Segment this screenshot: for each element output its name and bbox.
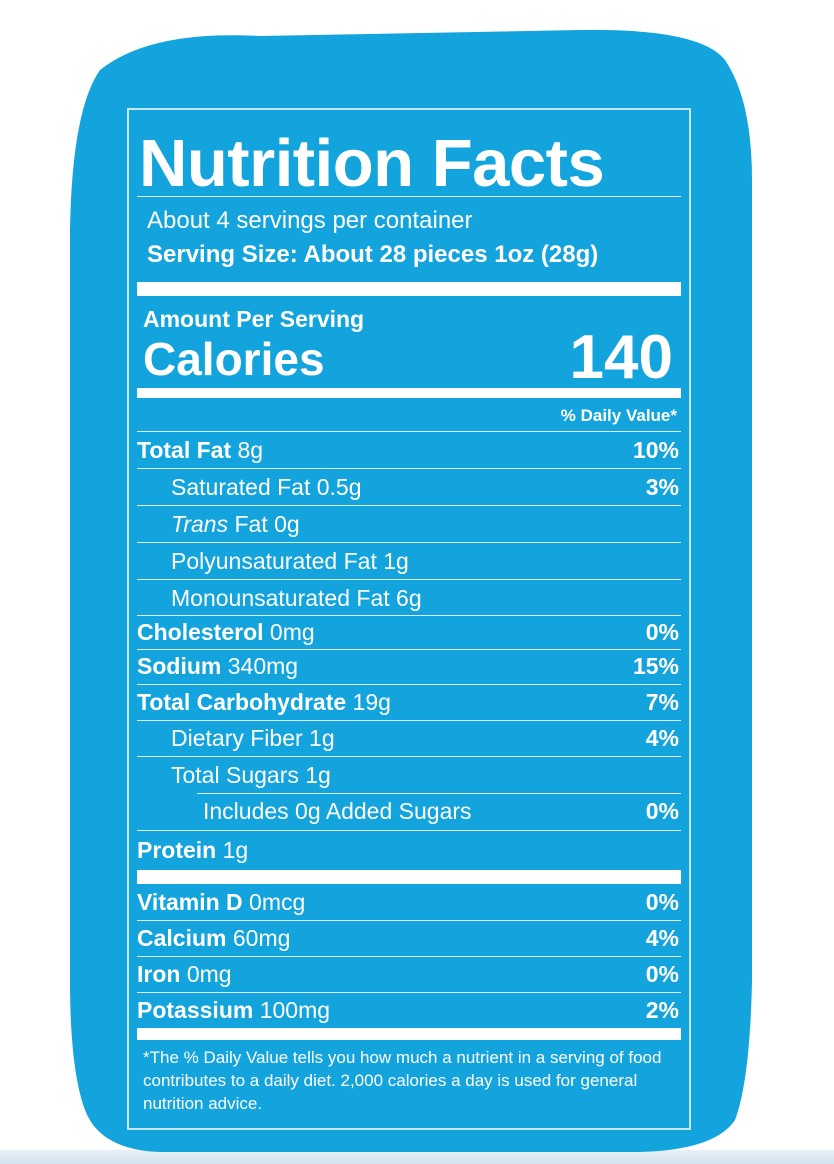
nutrient-name: Total Fat 8g (137, 437, 264, 463)
nutrient-row-protein: Protein 1g (137, 833, 681, 867)
divider (137, 468, 681, 469)
nutrient-percent: 4% (645, 725, 679, 751)
nutrient-name: Dietary Fiber 1g (171, 725, 335, 751)
nutrient-name: Polyunsaturated Fat 1g (171, 548, 409, 574)
nutrient-name: Total Sugars 1g (171, 762, 331, 788)
nutrition-label: Nutrition Facts About 4 servings per con… (127, 108, 691, 1130)
amount-per-serving: Amount Per Serving (143, 306, 365, 332)
divider (137, 505, 681, 506)
nutrient-row-saturated-fat: Saturated Fat 0.5g 3% (137, 470, 681, 504)
divider (137, 542, 681, 543)
nutrient-percent: 2% (645, 997, 679, 1023)
bottom-strip (0, 1150, 834, 1164)
divider-thick (137, 1028, 681, 1040)
label-title: Nutrition Facts (139, 126, 605, 201)
nutrient-name: Monounsaturated Fat 6g (171, 585, 422, 611)
divider (197, 793, 681, 794)
nutrient-name: Calcium 60mg (137, 925, 291, 951)
nutrient-percent: 7% (645, 689, 679, 715)
divider (137, 956, 681, 957)
nutrient-percent: 4% (645, 925, 679, 951)
nutrient-row-total-fat: Total Fat 8g 10% (137, 433, 681, 467)
divider (137, 720, 681, 721)
divider (137, 756, 681, 757)
nutrient-row-polyunsaturated-fat: Polyunsaturated Fat 1g (137, 544, 681, 578)
nutrient-row-total-sugars: Total Sugars 1g (137, 758, 681, 792)
calories-value: 140 (569, 323, 673, 392)
divider (137, 920, 681, 921)
nutrient-name: Saturated Fat 0.5g (171, 474, 362, 500)
nutrient-row-dietary-fiber: Dietary Fiber 1g 4% (137, 721, 681, 755)
vitamin-row-calcium: Calcium 60mg 4% (137, 921, 681, 955)
divider-thick (137, 870, 681, 884)
nutrient-name: Vitamin D 0mcg (137, 889, 306, 915)
divider (137, 579, 681, 580)
divider (137, 992, 681, 993)
divider (137, 684, 681, 685)
nutrient-percent: 3% (645, 474, 679, 500)
divider (137, 830, 681, 831)
nutrient-name: Iron 0mg (137, 961, 232, 987)
daily-value-footnote: *The % Daily Value tells you how much a … (143, 1048, 662, 1113)
nutrient-row-monounsaturated-fat: Monounsaturated Fat 6g (137, 581, 681, 615)
nutrient-name: Trans Fat 0g (171, 511, 300, 537)
nutrient-row-added-sugars: Includes 0g Added Sugars 0% (137, 794, 681, 828)
daily-value-header: % Daily Value* (560, 406, 677, 425)
label-inner: Nutrition Facts About 4 servings per con… (137, 110, 681, 1132)
nutrient-percent: 0% (645, 798, 679, 824)
nutrient-percent: 0% (645, 961, 679, 987)
calories-label: Calories (143, 333, 325, 385)
serving-size: Serving Size: About 28 pieces 1oz (28g) (147, 241, 599, 268)
divider-thick (137, 388, 681, 398)
vitamin-row-potassium: Potassium 100mg 2% (137, 993, 681, 1027)
vitamin-row-vitamin-d: Vitamin D 0mcg 0% (137, 885, 681, 919)
nutrient-percent: 0% (645, 619, 679, 645)
nutrient-name: Protein 1g (137, 837, 249, 863)
nutrient-name: Cholesterol 0mg (137, 619, 315, 645)
nutrient-row-total-carbohydrate: Total Carbohydrate 19g 7% (137, 685, 681, 719)
nutrient-row-sodium: Sodium 340mg 15% (137, 649, 681, 683)
divider (137, 196, 681, 197)
nutrient-name: Total Carbohydrate 19g (137, 689, 391, 715)
vitamin-row-iron: Iron 0mg 0% (137, 957, 681, 991)
nutrient-row-trans-fat: Trans Fat 0g (137, 507, 681, 541)
divider (137, 431, 681, 432)
servings-per-container: About 4 servings per container (147, 207, 473, 234)
divider (137, 615, 681, 616)
divider (137, 649, 681, 650)
nutrient-name: Includes 0g Added Sugars (203, 798, 472, 824)
divider-thick (137, 282, 681, 296)
nutrient-percent: 15% (632, 653, 679, 679)
nutrient-name: Potassium 100mg (137, 997, 331, 1023)
nutrient-percent: 0% (645, 889, 679, 915)
nutrient-percent: 10% (632, 437, 679, 463)
nutrient-name: Sodium 340mg (137, 653, 299, 679)
nutrient-row-cholesterol: Cholesterol 0mg 0% (137, 615, 681, 649)
